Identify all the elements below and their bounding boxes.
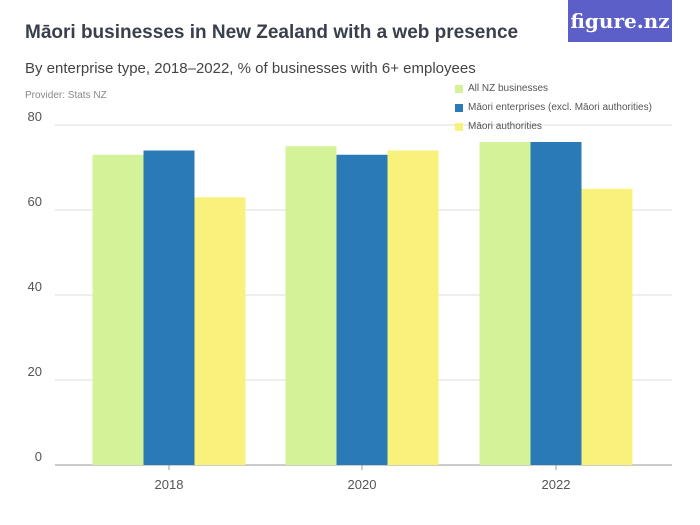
bar [530, 142, 582, 465]
bar [194, 197, 246, 465]
y-tick-label: 60 [28, 194, 42, 209]
legend-swatch [455, 122, 463, 131]
provider-label: Provider: Stats NZ [25, 90, 107, 101]
x-tick-label: 2022 [542, 477, 571, 492]
legend-swatch [455, 84, 463, 93]
y-tick-label: 40 [28, 279, 42, 294]
bar [479, 142, 531, 465]
legend-swatch [455, 103, 463, 112]
legend-label: Māori authorities [468, 121, 542, 132]
legend-item: All NZ businesses [455, 79, 652, 98]
bar [336, 154, 388, 465]
legend: All NZ businesses Māori enterprises (exc… [455, 79, 652, 136]
x-tick-label: 2020 [348, 477, 377, 492]
y-tick-label: 20 [28, 364, 42, 379]
bar [285, 146, 337, 465]
legend-label: Māori enterprises (excl. Māori authoriti… [468, 102, 652, 113]
legend-label: All NZ businesses [468, 83, 549, 94]
y-tick-label: 80 [28, 109, 42, 124]
bar [143, 150, 195, 465]
legend-item: Māori authorities [455, 117, 652, 136]
bar [387, 150, 439, 465]
chart-subtitle: By enterprise type, 2018–2022, % of busi… [25, 60, 476, 77]
chart-title: Māori businesses in New Zealand with a w… [25, 22, 519, 43]
legend-item: Māori enterprises (excl. Māori authoriti… [455, 98, 652, 117]
figure-nz-logo[interactable]: figure.nz [568, 0, 672, 42]
y-tick-label: 0 [35, 449, 42, 464]
bar [92, 154, 144, 465]
x-tick-label: 2018 [155, 477, 184, 492]
bar [581, 188, 633, 465]
